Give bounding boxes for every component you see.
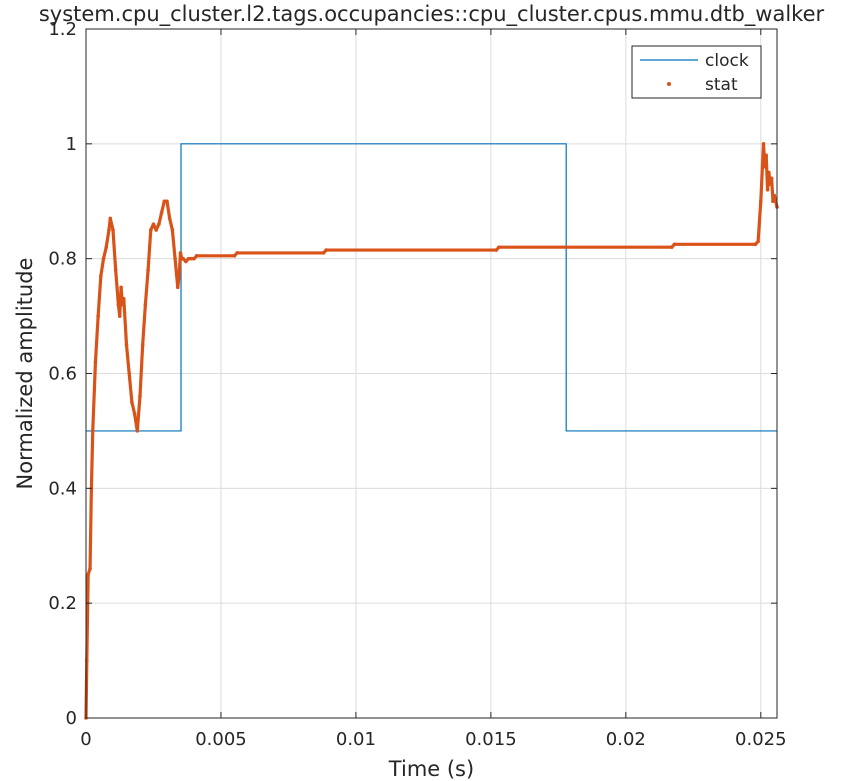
ticks: 0 0.005 0.01 0.015 0.02 0.025 0 0.2 0.4 0.6 0.8 1 1.…	[48, 19, 786, 750]
series-point-stat	[497, 245, 501, 249]
series-point-stat	[769, 176, 774, 181]
x-tick-label: 0.025	[735, 729, 787, 750]
series-point-stat	[232, 253, 237, 258]
series-point-stat	[157, 222, 161, 227]
y-tick-label: 0.8	[48, 249, 77, 270]
series-point-stat	[116, 302, 121, 307]
series-point-stat	[494, 248, 499, 252]
series-point-stat	[181, 256, 185, 261]
series-point-stat	[235, 251, 239, 255]
series-point-stat	[121, 297, 126, 301]
series-point-stat	[173, 256, 177, 261]
series-point-stat	[120, 302, 125, 307]
series-point-stat	[159, 210, 164, 215]
series-point-stat	[113, 268, 118, 272]
series-point-stat	[148, 228, 153, 232]
series-point-stat	[170, 228, 175, 232]
y-tick-label: 1	[66, 134, 77, 155]
series-point-stat	[108, 216, 113, 221]
legend-swatch-stat	[667, 82, 671, 86]
series-point-stat	[88, 566, 92, 571]
y-tick-label: 1.2	[48, 19, 77, 40]
series-point-stat	[132, 411, 137, 416]
y-tick-label: 0.2	[48, 593, 77, 614]
series-point-stat	[99, 274, 103, 278]
x-tick-label: 0.005	[195, 729, 247, 750]
series-point-stat	[135, 429, 140, 433]
x-tick-label: 0.02	[606, 729, 646, 750]
x-tick-label: 0.015	[465, 729, 517, 750]
series-point-stat	[119, 285, 123, 290]
series-point-stat	[107, 228, 111, 232]
series-point-stat	[192, 256, 196, 261]
series-point-stat	[771, 199, 775, 204]
x-tick-label: 0.01	[336, 729, 376, 750]
series-point-stat	[756, 239, 760, 244]
grid	[85, 28, 777, 719]
series-point-stat	[669, 245, 674, 249]
series-point-stat	[194, 253, 199, 258]
series-point-stat	[90, 429, 95, 433]
y-axis-label: Normalized amplitude	[13, 258, 37, 490]
series-point-stat	[175, 285, 180, 290]
x-axis-label: Time (s)	[388, 757, 474, 781]
series-point-stat	[111, 228, 115, 232]
series-point-stat	[101, 256, 106, 261]
series-point-stat	[86, 572, 90, 577]
series-point-stat	[93, 360, 98, 364]
series-point-stat	[151, 222, 156, 227]
series-point-stat	[167, 216, 172, 221]
series-point-stat	[140, 342, 145, 347]
chart-title: system.cpu_cluster.l2.tags.occupancies::…	[39, 2, 825, 27]
y-tick-label: 0.6	[48, 364, 77, 385]
series-point-stat	[104, 245, 109, 249]
series-point-stat	[189, 256, 194, 261]
series-point-stat	[130, 400, 134, 405]
series-point-stat	[138, 394, 142, 399]
series-line-clock	[86, 143, 777, 432]
series-point-stat	[124, 342, 129, 347]
x-tick-label: 0	[80, 729, 91, 750]
series-point-stat	[178, 251, 183, 255]
series-point-stat	[186, 256, 191, 261]
series-point-stat	[768, 182, 773, 186]
series-point-stat	[177, 274, 181, 278]
series-point-stat	[761, 142, 766, 146]
series-point-stat	[753, 242, 758, 247]
series-point-stat	[767, 170, 771, 175]
y-tick-label: 0.4	[48, 478, 77, 499]
series-point-stat	[127, 371, 131, 376]
series-point-stat	[672, 242, 677, 247]
series-point-stat	[96, 314, 100, 318]
legend: clock stat	[631, 45, 762, 99]
series-point-stat	[321, 251, 326, 255]
series-point-stat	[165, 199, 169, 204]
series-point-stat	[162, 199, 167, 204]
y-tick-label: 0	[66, 708, 77, 729]
legend-box	[631, 45, 762, 99]
series-point-stat	[759, 199, 763, 204]
series-point-stat	[146, 268, 150, 272]
series-point-stat	[765, 187, 770, 192]
plot-area	[84, 142, 779, 720]
legend-entry-clock: clock	[705, 51, 749, 71]
legend-entry-stat: stat	[705, 75, 738, 95]
series-point-stat	[763, 165, 767, 169]
series-point-stat	[154, 228, 158, 232]
series-point-stat	[143, 302, 148, 307]
series-point-stat	[772, 193, 777, 198]
series-point-stat	[764, 153, 769, 158]
series-point-stat	[184, 259, 188, 264]
series-point-stat	[324, 248, 329, 252]
series-point-stat	[117, 314, 122, 318]
